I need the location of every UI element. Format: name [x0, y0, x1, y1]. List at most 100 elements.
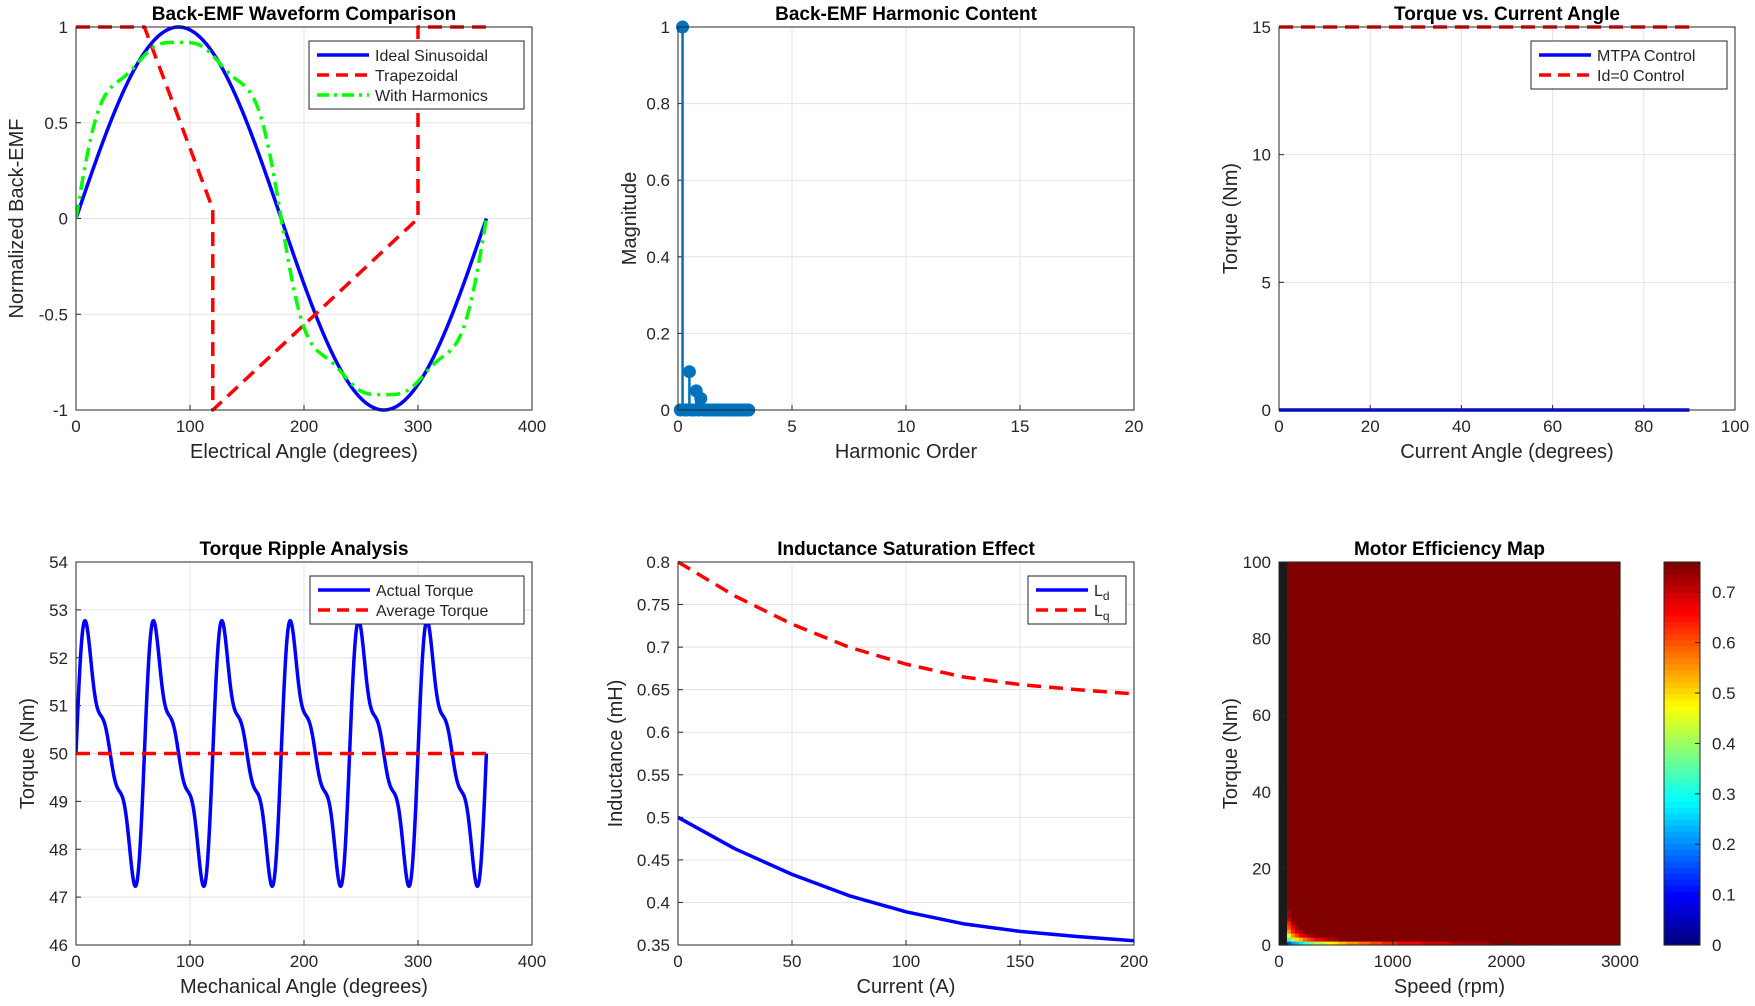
contour-cell — [1350, 881, 1355, 886]
contour-cell — [1358, 637, 1363, 643]
axes-frame — [1278, 26, 1736, 411]
contour-cell — [1350, 709, 1355, 715]
contour-cell — [1425, 869, 1431, 874]
contour-cell — [1374, 713, 1379, 719]
contour-cell — [1390, 829, 1395, 834]
contour-cell — [1298, 657, 1304, 663]
contour-cell — [1350, 673, 1355, 679]
contour-cell — [1421, 641, 1427, 647]
contour-cell — [1401, 737, 1407, 743]
contour-cell — [1310, 673, 1316, 679]
contour-cell — [1354, 857, 1359, 862]
contour-cell — [1405, 765, 1411, 771]
contour-cell — [1322, 909, 1328, 914]
contour-cell — [1469, 785, 1474, 791]
contour-cell — [1310, 769, 1316, 775]
contour-cell — [1425, 841, 1431, 846]
contour-cell — [1346, 737, 1351, 743]
contour-cell — [1322, 801, 1328, 806]
contour-cell — [1469, 905, 1474, 910]
contour-cell — [1358, 577, 1363, 583]
contour-cell — [1393, 873, 1399, 878]
contour-cell — [1401, 669, 1407, 675]
contour-cell — [1413, 605, 1419, 611]
contour-cell — [1294, 737, 1300, 743]
contour-cell — [1334, 793, 1340, 798]
contour-cell — [1330, 601, 1336, 607]
contour-cell — [1354, 701, 1359, 707]
contour-cell — [1302, 813, 1308, 818]
contour-cell — [1306, 729, 1312, 735]
contour-cell — [1286, 913, 1292, 918]
contour-cell — [1346, 757, 1351, 763]
contour-cell — [1318, 585, 1324, 591]
contour-cell — [1405, 741, 1411, 747]
contour-cell — [1382, 929, 1387, 934]
contour-cell — [1433, 585, 1439, 591]
contour-cell — [1350, 573, 1355, 579]
contour-cell — [1310, 829, 1316, 834]
contour-cell — [1457, 933, 1462, 938]
contour-cell — [1362, 573, 1367, 579]
contour-cell — [1409, 745, 1415, 751]
x-tick-label: 300 — [404, 417, 432, 436]
contour-cell — [1465, 625, 1470, 631]
contour-cell — [1409, 593, 1415, 599]
contour-cell — [1421, 717, 1427, 723]
contour-cell — [1310, 633, 1316, 639]
contour-cell — [1346, 873, 1351, 878]
contour-cell — [1350, 685, 1355, 691]
contour-cell — [1437, 741, 1443, 747]
contour-cell — [1370, 877, 1375, 882]
contour-cell — [1386, 873, 1391, 878]
contour-cell — [1465, 917, 1470, 922]
contour-cell — [1362, 749, 1367, 755]
contour-cell — [1453, 637, 1459, 643]
contour-cell — [1401, 725, 1407, 731]
contour-cell — [1449, 729, 1455, 735]
contour-cell — [1441, 573, 1447, 579]
contour-cell — [1354, 585, 1359, 591]
contour-cell — [1314, 849, 1320, 854]
contour-cell — [1370, 861, 1375, 866]
contour-cell — [1330, 645, 1336, 651]
contour-cell — [1441, 817, 1447, 822]
contour-cell — [1346, 913, 1351, 918]
contour-cell — [1417, 562, 1423, 567]
contour-cell — [1378, 865, 1383, 870]
contour-cell — [1437, 873, 1443, 878]
contour-cell — [1421, 693, 1427, 699]
contour-cell — [1342, 937, 1348, 942]
contour-cell — [1393, 853, 1399, 858]
contour-cell — [1358, 641, 1363, 647]
contour-cell — [1378, 893, 1383, 898]
contour-cell — [1437, 889, 1443, 894]
contour-cell — [1413, 861, 1419, 866]
contour-cell — [1286, 885, 1292, 890]
contour-cell — [1362, 745, 1367, 751]
contour-cell — [1453, 933, 1459, 938]
contour-cell — [1469, 889, 1474, 894]
contour-cell — [1298, 641, 1304, 647]
contour-cell — [1306, 789, 1312, 794]
contour-cell — [1421, 797, 1427, 802]
contour-cell — [1457, 721, 1462, 727]
contour-cell — [1386, 613, 1391, 619]
contour-cell — [1445, 905, 1451, 910]
contour-cell — [1322, 905, 1328, 910]
contour-cell — [1437, 637, 1443, 643]
contour-cell — [1417, 757, 1423, 763]
x-tick-label: 0 — [1274, 952, 1283, 971]
contour-cell — [1354, 641, 1359, 647]
contour-cell — [1390, 585, 1395, 591]
y-tick-label: 53 — [49, 601, 68, 620]
contour-cell — [1366, 649, 1371, 655]
contour-cell — [1397, 941, 1403, 946]
contour-cell — [1469, 853, 1474, 858]
x-tick-label: 20 — [1361, 417, 1380, 436]
contour-cell — [1366, 881, 1371, 886]
contour-cell — [1386, 789, 1391, 794]
contour-cell — [1342, 733, 1348, 739]
contour-cell — [1318, 641, 1324, 647]
contour-cell — [1433, 845, 1439, 850]
